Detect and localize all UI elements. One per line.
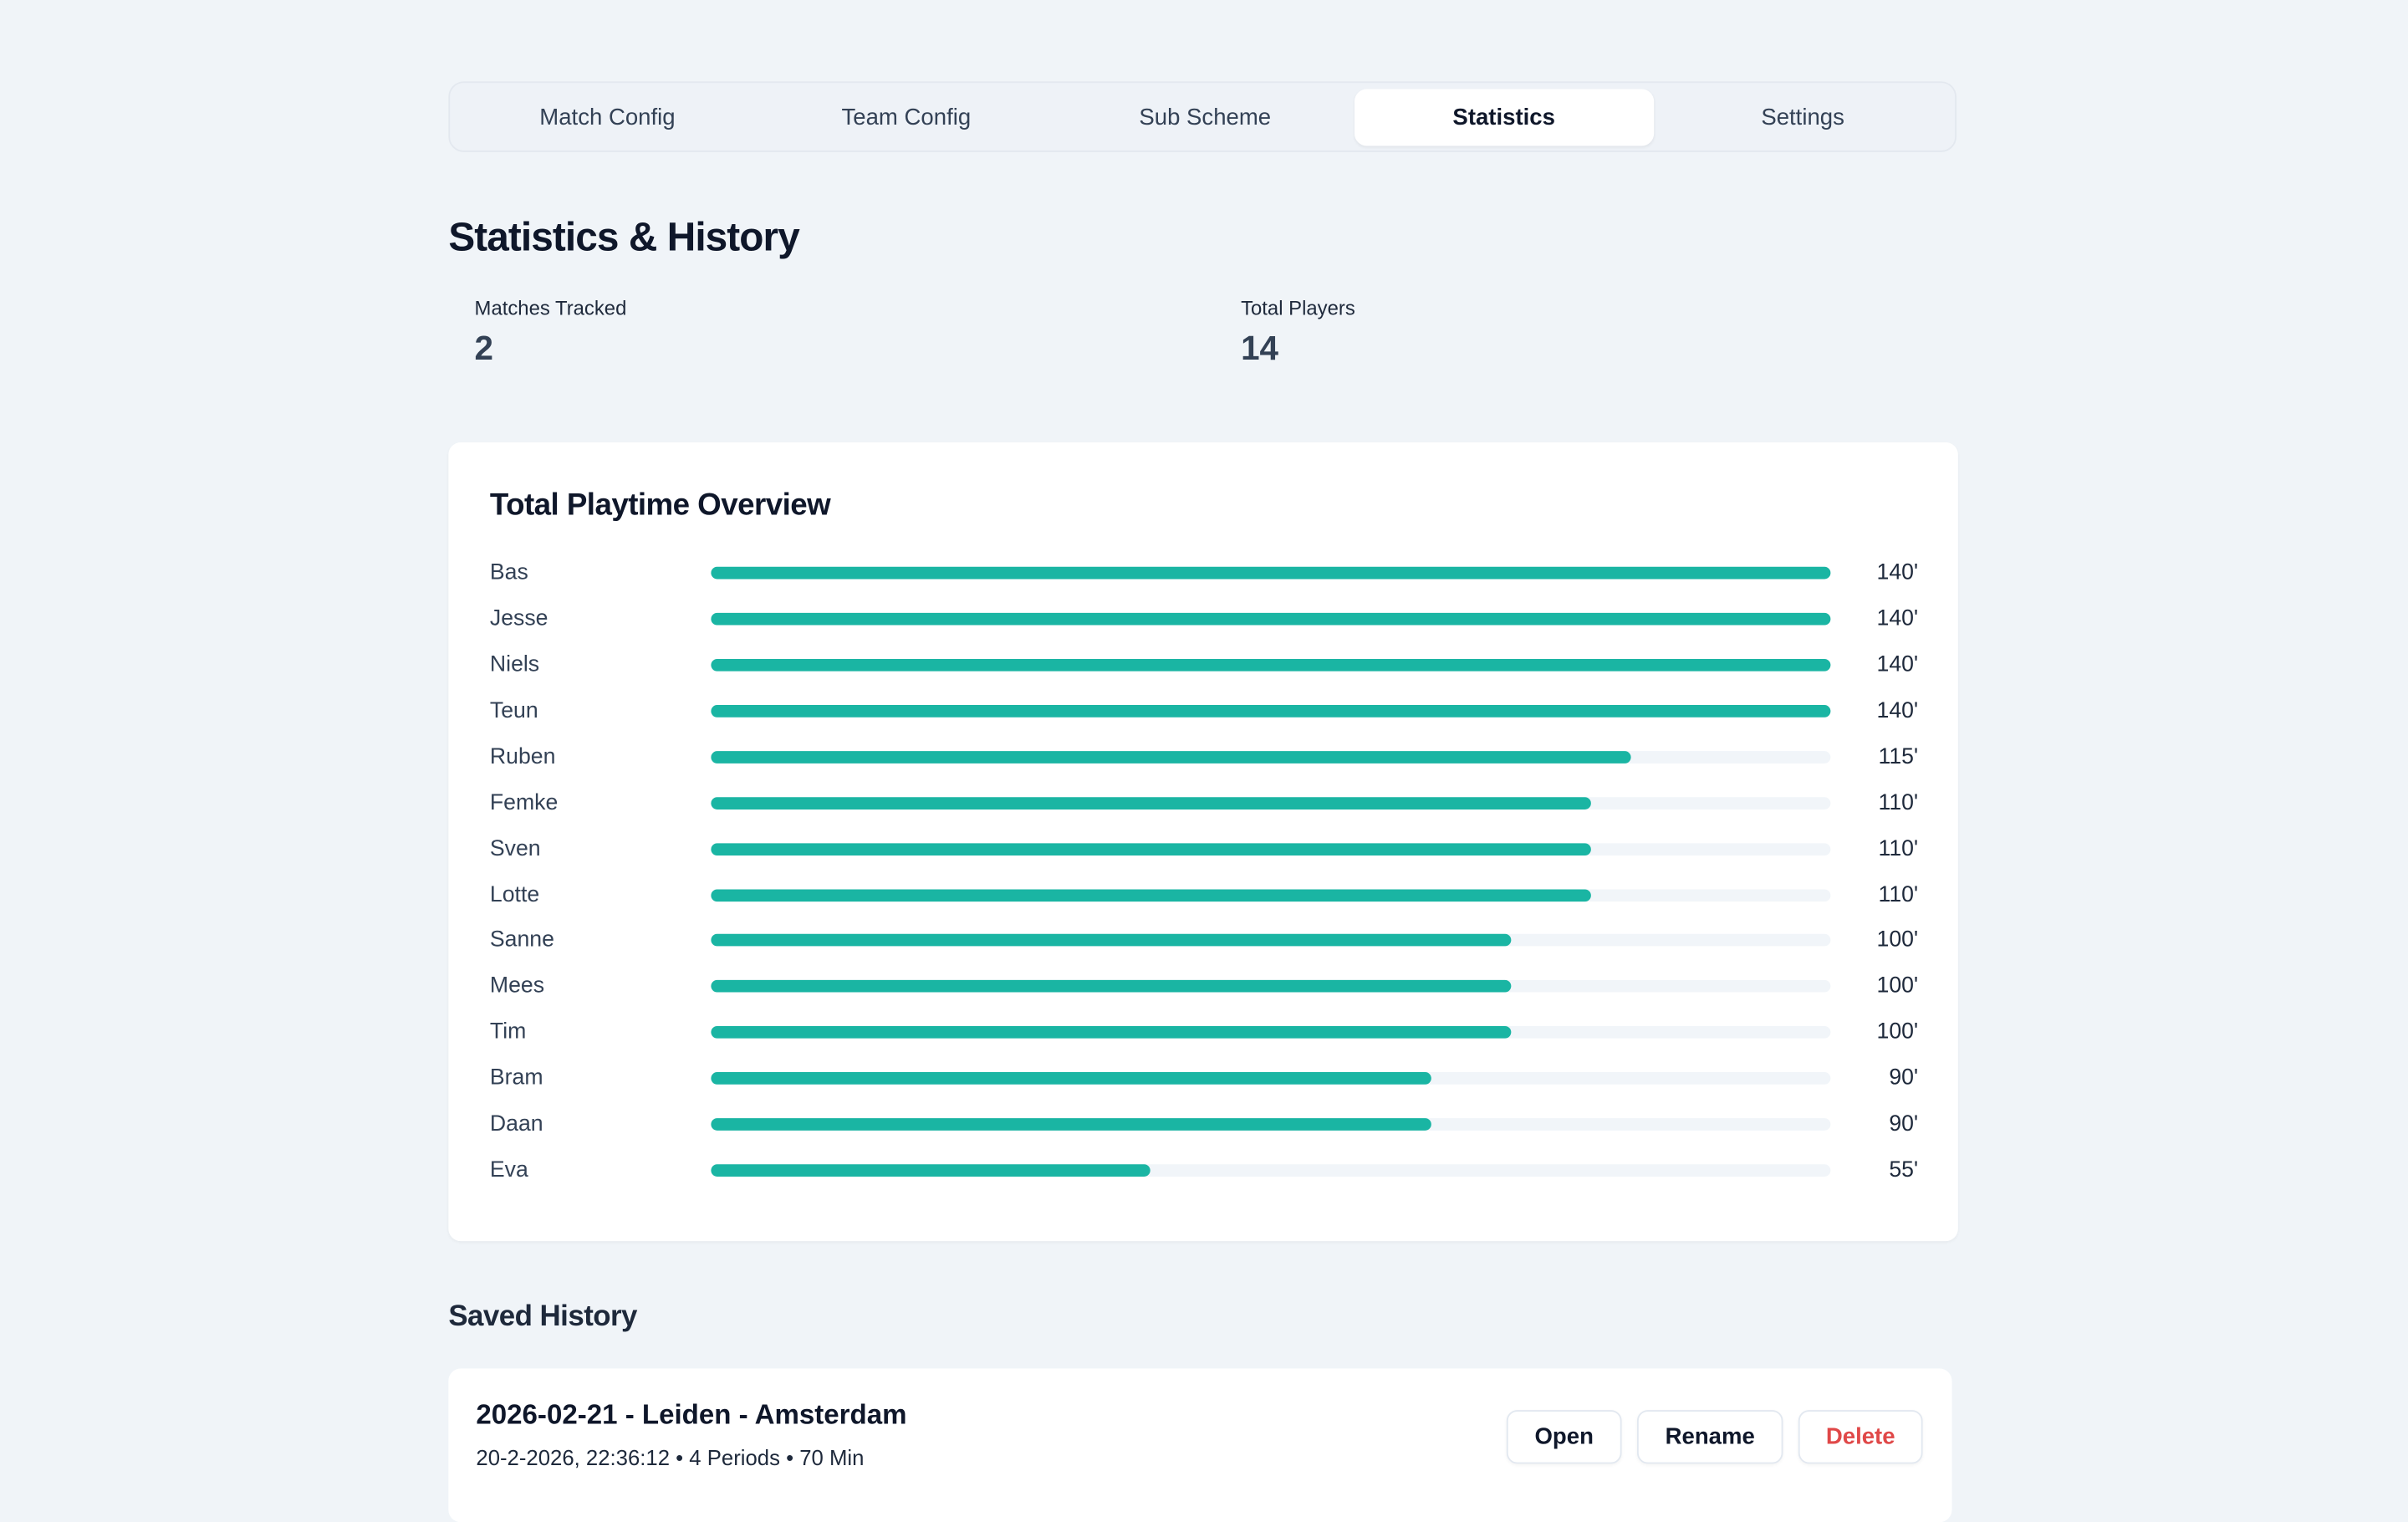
history-item: 2026-02-21 - Leiden - Amsterdam 20-2-2026… (448, 1369, 1951, 1522)
value-label: 140' (1876, 652, 1919, 677)
bar (711, 796, 1591, 810)
action-button[interactable]: Rename (1636, 1410, 1783, 1464)
item-meta: 20-2-2026, 22:36:12 • 4 Periods • 70 Min (476, 1445, 865, 1470)
bar-label: Ruben (489, 744, 556, 769)
value-label: 110' (1878, 836, 1919, 861)
bar-track (711, 658, 1831, 672)
value-label: 100' (1876, 928, 1919, 953)
bar-track (711, 1164, 1831, 1177)
bar-label: Teun (489, 698, 538, 723)
bar (711, 934, 1511, 947)
bar-track (711, 1072, 1831, 1085)
chart-title: Total Playtime Overview (489, 488, 831, 523)
value-label: 110' (1878, 882, 1919, 907)
bar (711, 1026, 1511, 1039)
bar-track (711, 934, 1831, 947)
value-label: 140' (1876, 560, 1919, 585)
value-label: 140' (1876, 606, 1919, 631)
bar (711, 566, 1831, 580)
value-label: 90' (1889, 1112, 1919, 1137)
nav-tab[interactable]: Team Config (841, 104, 972, 131)
bar-track (711, 566, 1831, 580)
bar-track (711, 750, 1831, 764)
bar-label: Lotte (489, 882, 540, 907)
bar-label: Eva (489, 1158, 528, 1183)
bar-track (711, 1026, 1831, 1039)
bar (711, 658, 1831, 672)
bar (711, 1072, 1431, 1085)
bar (711, 888, 1591, 901)
bar (711, 842, 1591, 855)
value-label: 100' (1876, 974, 1919, 999)
bar-track (711, 704, 1831, 718)
history-card: 2026-02-21 - Leiden - Amsterdam 20-2-2026… (448, 1368, 1952, 1522)
bar-label: Daan (489, 1112, 543, 1137)
bar-label: Jesse (489, 606, 548, 631)
bar-track (711, 612, 1831, 626)
value-label: 90' (1889, 1066, 1919, 1091)
value-label: 110' (1878, 790, 1919, 815)
value-label: 140' (1876, 698, 1919, 723)
stat-value: 14 (1241, 329, 1279, 367)
bar (711, 1164, 1151, 1177)
bar-label: Bram (489, 1066, 543, 1091)
value-label: 100' (1876, 1020, 1919, 1045)
bar-label: Niels (489, 652, 540, 677)
bar (711, 612, 1831, 626)
bar (711, 750, 1631, 764)
nav-tab[interactable]: Statistics (1354, 89, 1654, 146)
bar-track (711, 980, 1831, 993)
bar-label: Mees (489, 974, 545, 999)
bar-label: Tim (489, 1020, 527, 1045)
nav-tab[interactable]: Match Config (539, 104, 676, 131)
action-button[interactable]: Open (1506, 1410, 1622, 1464)
chart-card: Total Playtime Overview Bas 140' Jesse 140'… (448, 442, 1958, 1242)
bar-label: Sven (489, 836, 541, 861)
page-heading: Statistics & History (448, 213, 799, 260)
value-label: 115' (1878, 744, 1919, 769)
bar (711, 1118, 1431, 1131)
nav-tab[interactable]: Settings (1761, 104, 1844, 131)
stat-value: 2 (474, 329, 494, 367)
bar-label: Femke (489, 790, 559, 815)
bar-label: Bas (489, 560, 528, 585)
item-title: 2026-02-21 - Leiden - Amsterdam (476, 1399, 907, 1431)
bar-track (711, 842, 1831, 855)
tab-bar: Match Config Team Config Sub Scheme Statist… (448, 81, 1957, 152)
bar-track (711, 888, 1831, 901)
value-label: 55' (1889, 1158, 1919, 1183)
section-title: Saved History (448, 1300, 637, 1334)
stat-label: Matches Tracked (474, 296, 627, 320)
bar-track (711, 796, 1831, 810)
stat-label: Total Players (1241, 296, 1355, 320)
action-button[interactable]: Delete (1798, 1410, 1923, 1464)
bar (711, 704, 1831, 718)
bar-track (711, 1118, 1831, 1131)
bar-label: Sanne (489, 928, 554, 953)
nav-tab[interactable]: Sub Scheme (1139, 104, 1272, 131)
bar (711, 980, 1511, 993)
